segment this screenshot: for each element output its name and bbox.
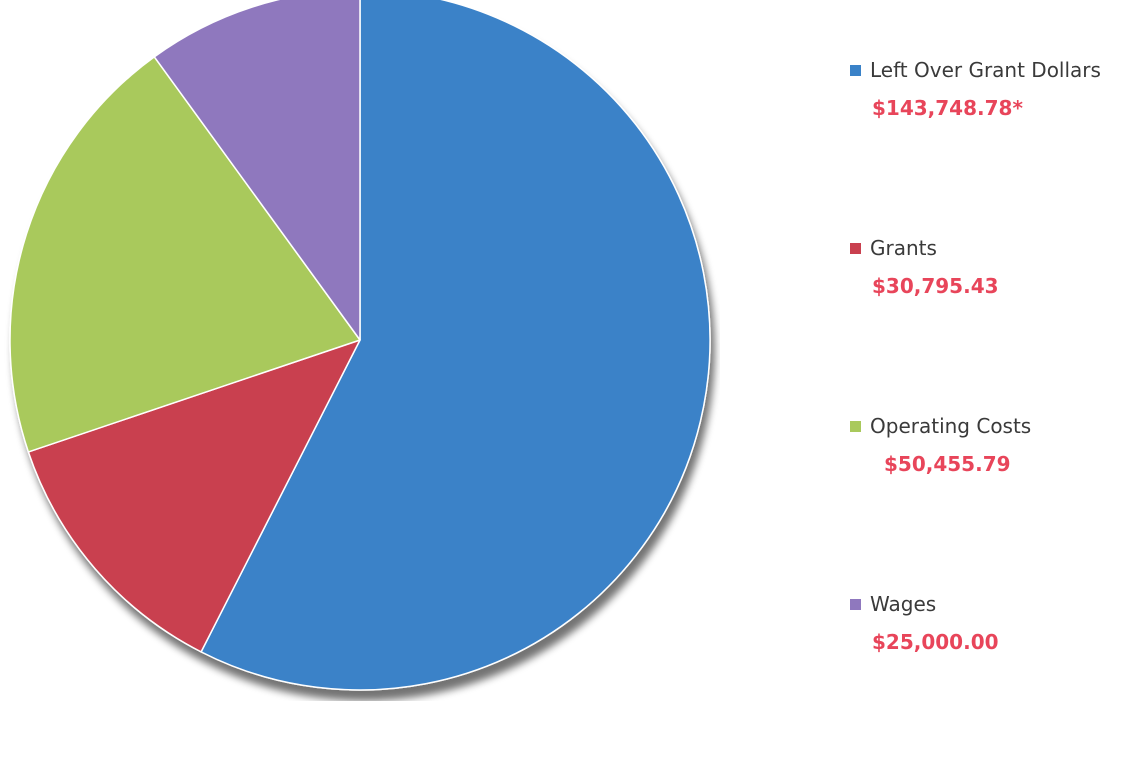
legend-item-left-over-grant-dollars: Left Over Grant Dollars $143,748.78* — [850, 58, 1120, 236]
pie-slice-grants — [27, 339, 361, 653]
legend-value-grants: $30,795.43 — [872, 274, 999, 298]
legend-item-grants: Grants $30,795.43 — [850, 236, 1120, 414]
legend-item-wages: Wages $25,000.00 — [850, 592, 1120, 770]
legend-label-wages: Wages — [870, 592, 937, 616]
legend-value-wages: $25,000.00 — [872, 630, 999, 654]
legend-label-grants: Grants — [870, 236, 937, 260]
pie-chart — [9, 0, 711, 691]
pie-slices — [9, 0, 711, 691]
legend-swatch-operating-costs — [850, 420, 861, 432]
legend-value-operating-costs: $50,455.79 — [884, 452, 1011, 476]
legend-value-left-over-grant-dollars: $143,748.78* — [872, 96, 1023, 120]
legend-swatch-wages — [850, 598, 861, 610]
pie-slice-wages — [153, 0, 361, 341]
legend-swatch-left-over-grant-dollars — [850, 64, 861, 76]
chart-legend: Left Over Grant Dollars $143,748.78* Gra… — [850, 58, 1120, 770]
legend-item-operating-costs: Operating Costs $50,455.79 — [850, 414, 1120, 592]
legend-swatch-grants — [850, 242, 861, 254]
legend-label-left-over-grant-dollars: Left Over Grant Dollars — [870, 58, 1101, 82]
pie-slice-operating-costs — [9, 56, 361, 453]
legend-label-operating-costs: Operating Costs — [870, 414, 1032, 438]
pie-slice-left-over-grant-dollars — [200, 0, 711, 691]
